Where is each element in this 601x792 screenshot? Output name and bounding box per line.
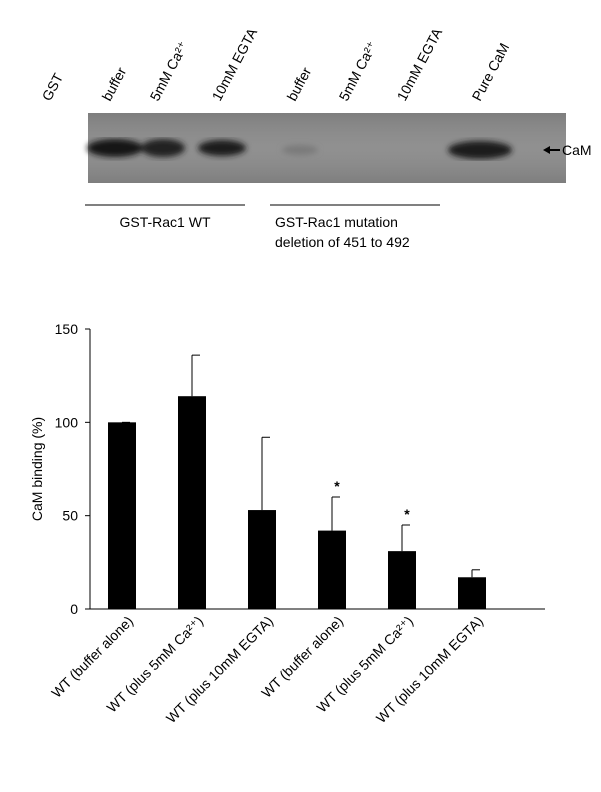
group-label: GST-Rac1 WT (119, 214, 210, 230)
lane-label: 10mM EGTA (209, 25, 261, 104)
band (448, 141, 512, 159)
group-label: GST-Rac1 mutation (275, 214, 398, 230)
significance-mark: * (334, 478, 340, 494)
band (87, 139, 143, 157)
group-label: deletion of 451 to 492 (275, 234, 410, 250)
band-label: CaM (562, 142, 592, 158)
lane-label: buffer (284, 64, 315, 103)
lane-label: Pure CaM (469, 40, 513, 103)
lane-label: buffer (99, 64, 130, 103)
bar (458, 577, 486, 609)
bar (248, 510, 276, 609)
y-axis-label: CaM binding (%) (29, 417, 45, 521)
y-tick-label: 100 (55, 414, 79, 430)
band (141, 139, 185, 157)
y-tick-label: 150 (55, 321, 79, 337)
band (282, 145, 318, 155)
bar (388, 551, 416, 609)
lane-label: 10mM EGTA (394, 25, 446, 104)
lane-label: 5mM Ca²⁺ (336, 39, 381, 104)
significance-mark: * (404, 506, 410, 522)
blot-bands (87, 139, 512, 159)
lane-label: 5mM Ca²⁺ (147, 39, 192, 104)
bar (108, 422, 136, 609)
band-arrow-head (543, 146, 550, 154)
bar (318, 530, 346, 609)
bar (178, 396, 206, 609)
y-tick-label: 0 (70, 601, 78, 617)
lane-label: GST (39, 70, 67, 103)
band (198, 140, 246, 156)
y-tick-label: 50 (62, 508, 78, 524)
